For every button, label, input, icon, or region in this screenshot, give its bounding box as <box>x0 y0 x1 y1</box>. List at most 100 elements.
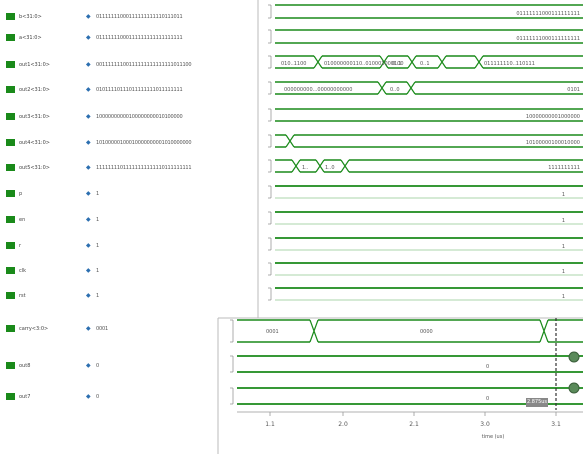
signal-row-out1[interactable]: out1<31:0> ◆ 00111111100111111111111111011… <box>0 59 258 71</box>
bus-value-out1: 0..1 <box>392 61 402 67</box>
bus-value-out2: 000000000...00000000000 <box>284 87 352 93</box>
signal-color-swatch <box>6 139 15 146</box>
bus-transition <box>313 55 323 69</box>
signal-color-swatch <box>6 292 15 299</box>
signal-name: out1<31:0> <box>19 62 50 68</box>
bus-value-out5: 1.. <box>302 165 309 171</box>
value-marker-icon: ◆ <box>86 190 91 197</box>
bus-transition <box>407 55 417 69</box>
signal-value: 1 <box>96 243 99 249</box>
signal-value: 0 <box>96 394 99 400</box>
bus-value-out1: 011111110..110111 <box>484 61 535 67</box>
signal-color-swatch <box>6 325 15 332</box>
signal-value: 1 <box>96 293 99 299</box>
signal-value: 10000000000100000000010100000 <box>96 114 183 120</box>
signal-row-out3[interactable]: out3<31:0> ◆ 10000000000100000000010100000 <box>0 111 258 123</box>
value-marker-icon: ◆ <box>86 362 91 369</box>
value-marker-icon: ◆ <box>86 325 91 332</box>
bus-value-out2-end: 0101 <box>567 87 580 93</box>
signal-value: 0 <box>96 363 99 369</box>
value-marker-icon: ◆ <box>86 216 91 223</box>
signal-color-swatch <box>6 164 15 171</box>
signal-name: a<31:0> <box>19 35 42 41</box>
time-axis-tick-label: 2.0 <box>338 421 348 428</box>
signal-name: out3<31:0> <box>19 114 50 120</box>
bus-transition <box>539 319 549 343</box>
signal-color-swatch <box>6 267 15 274</box>
signal-color-swatch <box>6 216 15 223</box>
bus-transition <box>291 159 301 173</box>
signal-color-swatch <box>6 34 15 41</box>
signal-row-en[interactable]: en ◆ 1 <box>0 214 258 226</box>
bus-value-carry: 0001 <box>266 329 279 335</box>
signal-name: b<31:0> <box>19 14 42 20</box>
signal-row-out7[interactable]: out7 ◆ 0 <box>0 391 258 403</box>
signal-list-panel: b<31:0> ◆ 01111111000111111111110111011 a<3… <box>0 0 258 454</box>
cursor-time-label: 2.875us <box>526 398 548 407</box>
signal-row-out8[interactable]: out8 ◆ 0 <box>0 360 258 372</box>
signal-color-swatch <box>6 190 15 197</box>
bus-value-a: 01111111000111111111 <box>516 36 580 42</box>
signal-name: p <box>19 191 23 197</box>
bus-value-out1: 0..1 <box>420 61 430 67</box>
signal-row-rst[interactable]: rst ◆ 1 <box>0 290 258 302</box>
bit-wave-value: 1 <box>562 269 565 275</box>
signal-row-out2[interactable]: out2<31:0> ◆ 01011110111011111111011111111 <box>0 84 258 96</box>
time-axis-tick-label: 3.1 <box>551 421 561 428</box>
signal-value: 01011110111011111111011111111 <box>96 87 183 93</box>
bus-value-carry: 0000 <box>420 329 433 335</box>
value-marker-icon: ◆ <box>86 164 91 171</box>
bus-transition <box>315 159 325 173</box>
signal-name: out5<31:0> <box>19 165 50 171</box>
transition-marker-icon[interactable] <box>568 351 580 363</box>
signal-color-swatch <box>6 393 15 400</box>
signal-row-out4[interactable]: out4<31:0> ◆ 10100000100010000000001010000… <box>0 137 258 149</box>
signal-color-swatch <box>6 86 15 93</box>
bus-transition <box>377 81 387 95</box>
signal-value: 1 <box>96 268 99 274</box>
signal-name: out8 <box>19 363 31 369</box>
value-marker-icon: ◆ <box>86 86 91 93</box>
signal-color-swatch <box>6 61 15 68</box>
signal-name: out4<31:0> <box>19 140 50 146</box>
bus-value-b: 01111111000111111111 <box>516 11 580 17</box>
signal-value: 0001 <box>96 326 108 332</box>
signal-value: 10100000100010000000001010000000 <box>96 140 192 146</box>
signal-row-a[interactable]: a<31:0> ◆ 01111111000111111111111111111 <box>0 32 258 44</box>
bus-transition <box>437 55 447 69</box>
signal-color-swatch <box>6 362 15 369</box>
value-marker-icon: ◆ <box>86 13 91 20</box>
bus-value-out2: 0..0 <box>390 87 400 93</box>
bus-transition <box>406 81 416 95</box>
value-marker-icon: ◆ <box>86 267 91 274</box>
bit-wave-value: 1 <box>562 294 565 300</box>
bit-wave-value: 1 <box>562 244 565 250</box>
signal-color-swatch <box>6 242 15 249</box>
signal-name: carry<3:0> <box>19 326 49 332</box>
signal-name: out7 <box>19 394 31 400</box>
bit-wave-value: 1 <box>562 192 565 198</box>
bus-value-out3: 10000000001000000 <box>526 114 580 120</box>
bus-transition <box>474 55 484 69</box>
signal-row-out5[interactable]: out5<31:0> ◆ 11111111011111111111110111111… <box>0 162 258 174</box>
signal-row-carry[interactable]: carry<3:0> ◆ 0001 <box>0 323 258 335</box>
bus-value-out4: 10100000100010000 <box>526 140 580 146</box>
bus-transition <box>379 55 389 69</box>
bus-value-out1: 010000000110..010001000100 <box>324 61 404 67</box>
signal-color-swatch <box>6 13 15 20</box>
value-marker-icon: ◆ <box>86 393 91 400</box>
signal-value: 01111111000111111111111111111 <box>96 35 183 41</box>
signal-row-b[interactable]: b<31:0> ◆ 01111111000111111111110111011 <box>0 11 258 23</box>
signal-row-clk[interactable]: clk ◆ 1 <box>0 265 258 277</box>
bit-wave-value: 0 <box>486 396 489 402</box>
transition-marker-icon[interactable] <box>568 382 580 394</box>
signal-value: 01111111000111111111110111011 <box>96 14 183 20</box>
bit-wave-value: 1 <box>562 218 565 224</box>
signal-row-p[interactable]: p ◆ 1 <box>0 188 258 200</box>
signal-row-r[interactable]: r ◆ 1 <box>0 240 258 252</box>
signal-value: 00111111100111111111111111011100 <box>96 62 192 68</box>
signal-name: rst <box>19 293 26 299</box>
signal-value: 1 <box>96 217 99 223</box>
signal-name: clk <box>19 268 27 274</box>
